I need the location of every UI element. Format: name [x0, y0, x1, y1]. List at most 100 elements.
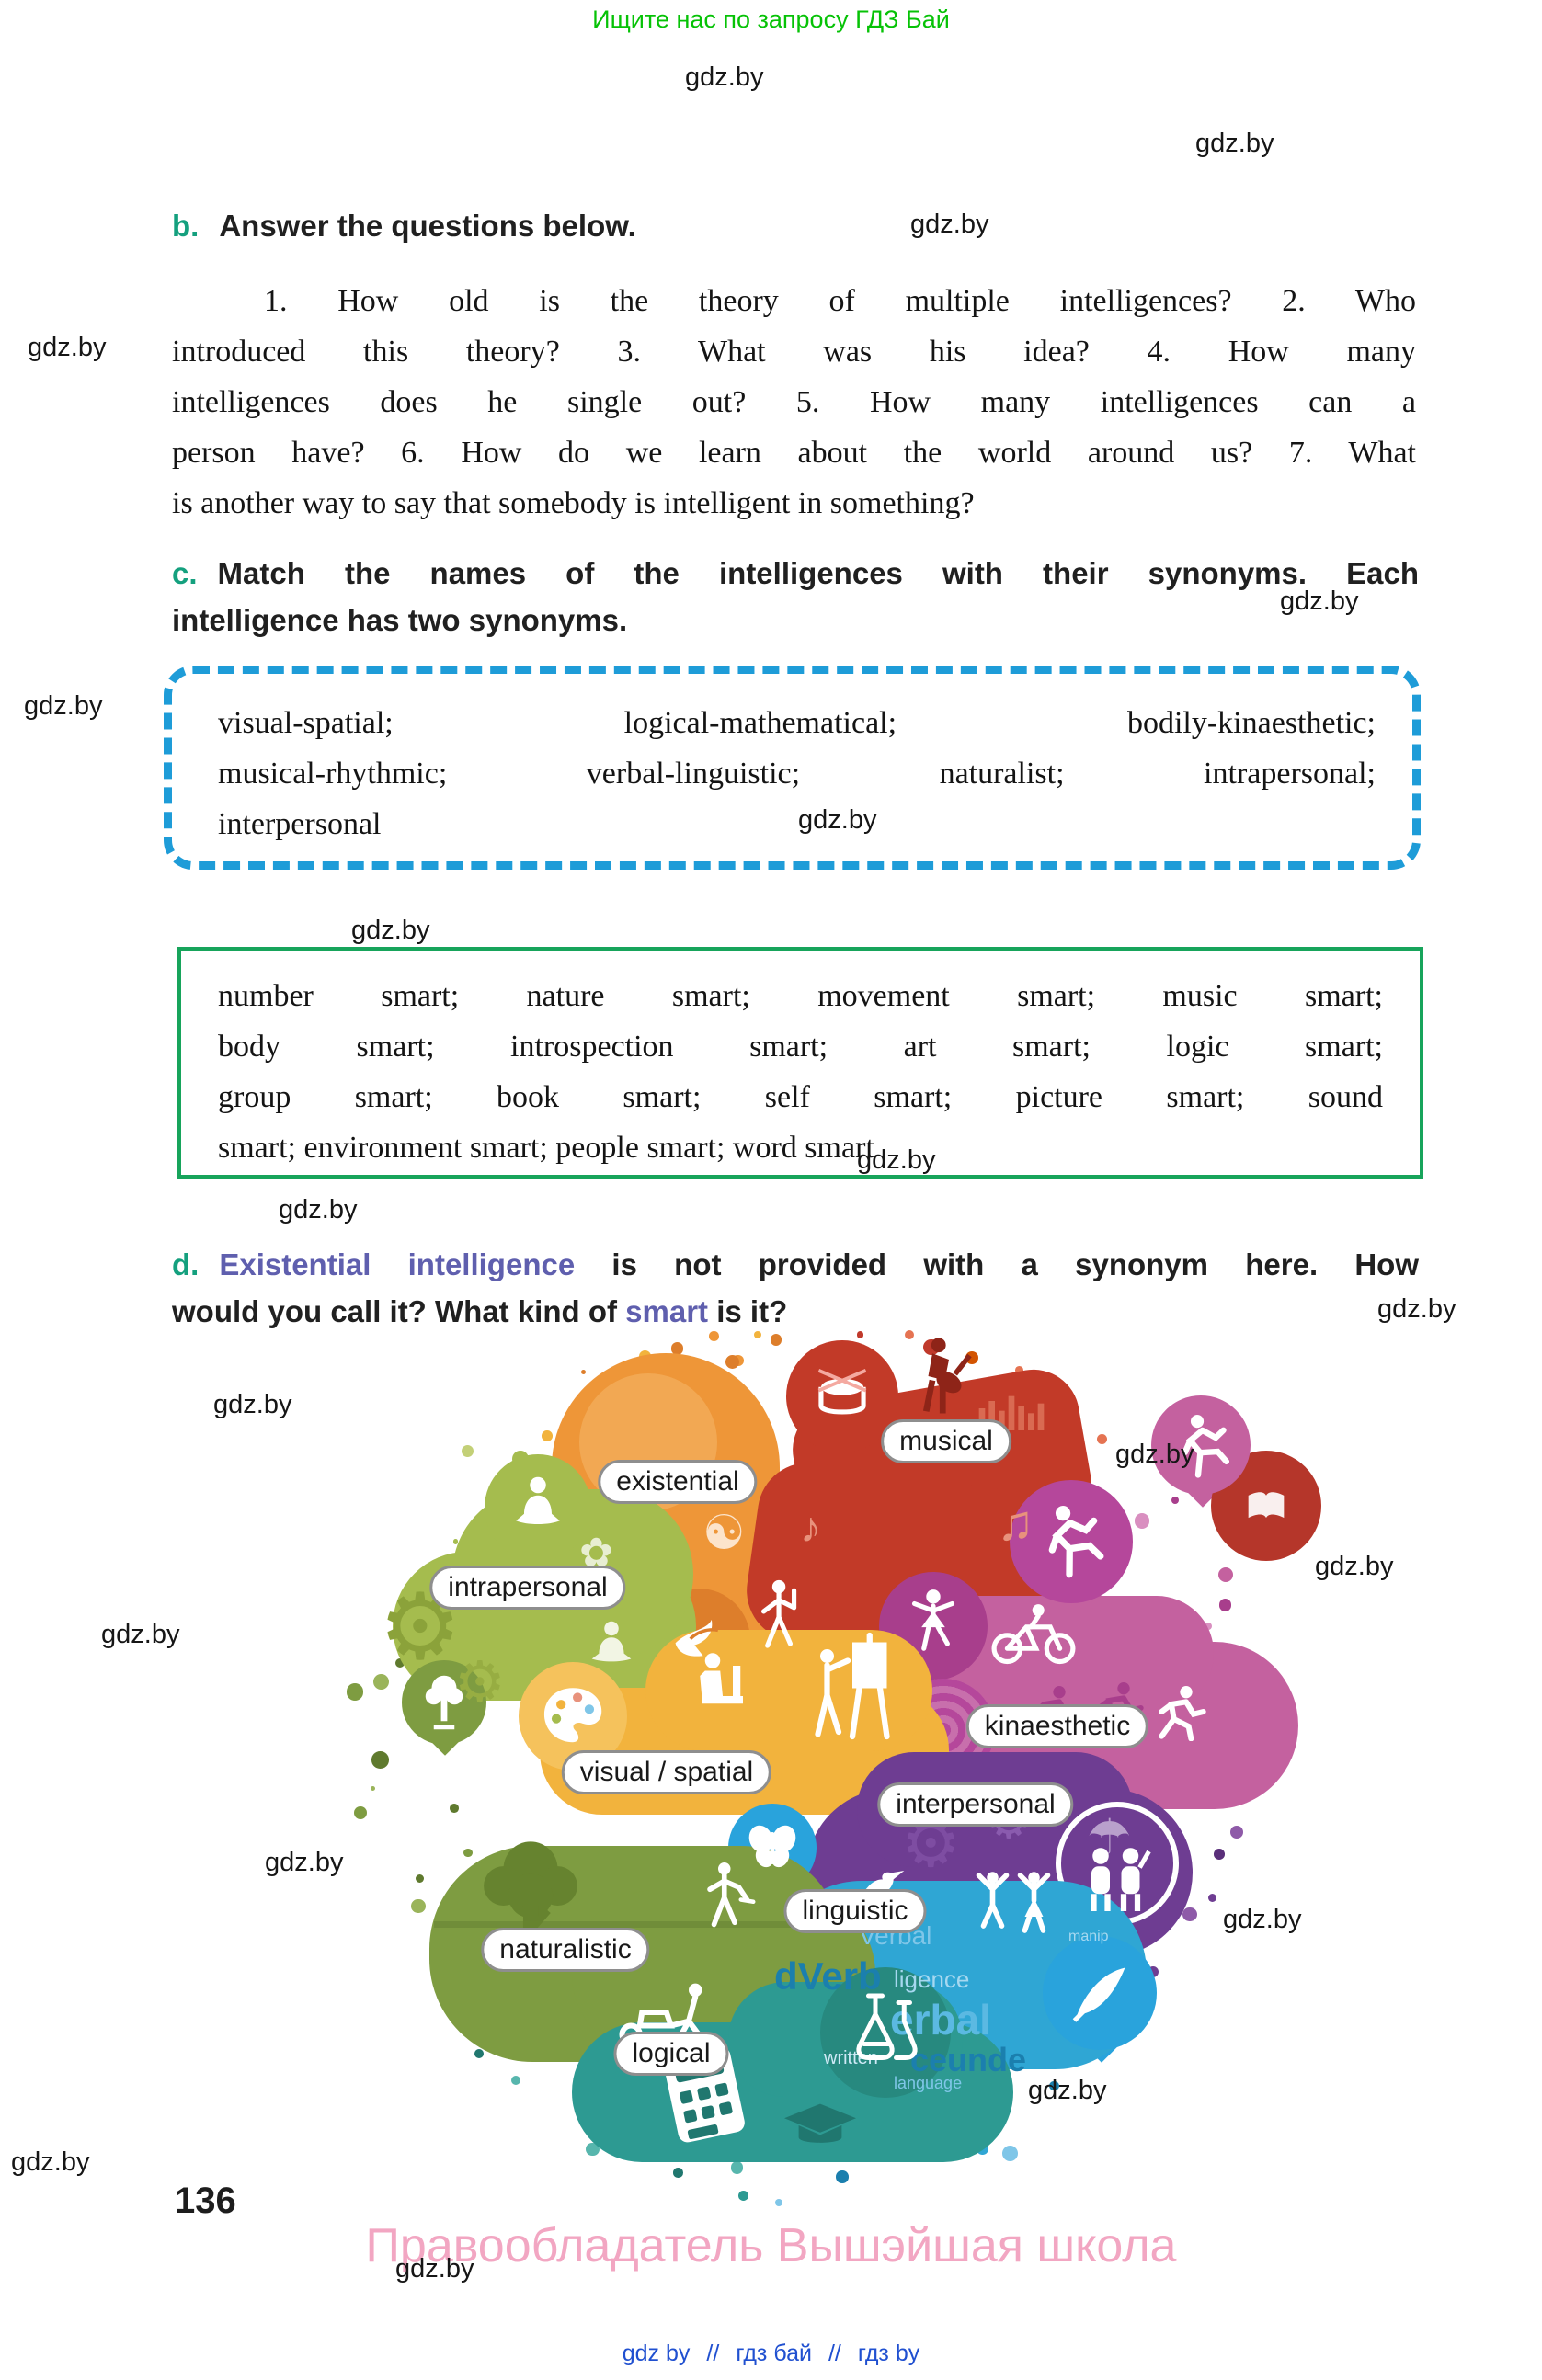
decor-shape	[922, 1379, 946, 1414]
gdzby-watermark: gdz.by	[685, 63, 764, 92]
diagram-label-interpersonal: interpersonal	[877, 1782, 1074, 1827]
wheelbarrow-person-icon	[619, 1983, 705, 2046]
section-d-letter: d.	[172, 1247, 200, 1281]
decor-shape	[798, 2125, 842, 2143]
decor-shape	[921, 1611, 945, 1628]
decor-shape	[1120, 1894, 1141, 1911]
quill-icon	[1072, 1967, 1125, 2022]
wordcloud-word: written	[824, 2048, 878, 2068]
decor-shape	[581, 1369, 587, 1375]
runner-icon	[1159, 1686, 1206, 1741]
diagram-label-visual-spatial: visual / spatial	[561, 1750, 772, 1794]
decor-shape	[1159, 1699, 1206, 1741]
decor-shape	[673, 2168, 684, 2178]
section-b-heading: b. Answer the questions below.	[172, 202, 636, 249]
decor-shape	[1018, 1406, 1024, 1430]
section-c-title-line1: Match the names of the intelligences wit…	[217, 556, 1419, 590]
decor-shape	[551, 1714, 562, 1724]
decor-shape	[689, 1628, 719, 1640]
decor-shape	[815, 1657, 851, 1737]
climber-icon	[1048, 1505, 1104, 1578]
decor-shape	[1180, 1686, 1193, 1699]
decor-shape	[1148, 1965, 1159, 1977]
decor-shape	[1055, 1505, 1071, 1521]
decor-shape	[1072, 2000, 1095, 2022]
wordcloud-word: ligence	[894, 1965, 970, 1993]
diagram-label-naturalistic: naturalistic	[481, 1928, 650, 1972]
intelligence-names-box: visual-spatial; logical-mathematical; bo…	[164, 666, 1421, 870]
ballerina-icon	[911, 1589, 955, 1651]
decor-shape	[926, 1589, 941, 1604]
decor-shape	[543, 1688, 602, 1743]
decor-shape	[1213, 1849, 1225, 1860]
intelligences-diagram: ☯ ✿ existential ♪ ♫ musical ⚙ ⚙	[342, 1322, 1321, 2207]
gdzby-watermark: gdz.by	[11, 2147, 90, 2177]
decor-shape	[849, 1632, 890, 1740]
diagram-label-kinaesthetic: kinaesthetic	[965, 1704, 1149, 1748]
gdzby-watermark: gdz.by	[1028, 2076, 1107, 2105]
section-c-heading-line1: c. Match the names of the intelligences w…	[172, 550, 1419, 597]
decor-shape	[1049, 2080, 1059, 2091]
decor-shape	[1004, 1624, 1063, 1651]
gdzby-watermark: gdz.by	[1377, 1294, 1456, 1324]
gdzby-watermark: gdz.by	[1315, 1552, 1394, 1581]
question-line: person have? 6. How do we learn about th…	[172, 436, 1416, 470]
decor-shape	[730, 2160, 744, 2174]
tree-icon	[484, 1841, 577, 1960]
decor-shape	[818, 1386, 866, 1415]
decor-shape	[1205, 1623, 1213, 1631]
decor-shape	[1044, 1633, 1076, 1665]
decor-shape	[446, 1688, 463, 1705]
decor-shape	[1017, 1873, 1051, 1904]
footer-link-gdz-bai[interactable]: гдз бай	[736, 2340, 812, 2366]
decor-shape	[353, 1805, 367, 1819]
decor-shape	[516, 1495, 560, 1524]
synonyms-line: group smart; book smart; self smart; pic…	[218, 1080, 1383, 1114]
decor-shape	[346, 1683, 364, 1701]
footer-link-gdz-by2[interactable]: гдз by	[857, 2340, 920, 2366]
decor-shape	[836, 2170, 849, 2183]
existential-intelligence-highlight: Existential intelligence	[219, 1247, 576, 1281]
decor-shape	[584, 1704, 595, 1714]
decor-shape	[680, 2090, 693, 2104]
wordcloud-word: ceunde	[910, 2041, 1027, 2078]
diagram-label-musical: musical	[881, 1419, 1011, 1463]
section-d-line2-post: is it?	[708, 1294, 788, 1328]
decor-shape	[784, 2103, 856, 2133]
section-d-line1-rest: is not provided with a synonym here. How	[575, 1247, 1420, 1281]
gdzby-watermark: gdz.by	[910, 210, 989, 239]
decor-shape	[922, 1338, 972, 1414]
decor-shape	[1207, 1894, 1216, 1903]
decor-shape	[1137, 1850, 1151, 1869]
footer-links: gdz by // гдз бай // гдз by	[0, 2340, 1542, 2367]
meditation-icon	[516, 1476, 560, 1524]
decor-shape	[719, 2101, 733, 2115]
footer-link-gdz-by[interactable]: gdz by	[622, 2340, 691, 2366]
smart-highlight: smart	[625, 1294, 709, 1328]
decor-shape	[738, 2191, 749, 2202]
decor-shape	[604, 1621, 619, 1636]
decor-shape	[1182, 1907, 1197, 1921]
music-note-icon: ♪	[800, 1503, 821, 1551]
decor-shape	[1028, 1613, 1041, 1630]
drum-icon	[817, 1369, 867, 1415]
decor-shape	[394, 1657, 405, 1668]
decor-shape	[1092, 1848, 1109, 1864]
decor-shape	[1190, 1415, 1205, 1429]
gdzby-watermark: gdz.by	[1195, 129, 1274, 158]
section-b-title: Answer the questions below.	[219, 209, 636, 243]
decor-shape	[1048, 1517, 1104, 1578]
decor-shape	[687, 2124, 719, 2140]
decor-shape	[697, 2086, 712, 2101]
decor-shape	[770, 1832, 775, 1864]
decor-shape	[976, 1873, 1010, 1929]
decor-shape	[1010, 1480, 1133, 1603]
decor-shape	[1028, 1872, 1040, 1884]
small-tree-icon	[425, 1675, 463, 1730]
decor-shape	[707, 1872, 750, 1928]
decor-shape	[714, 2082, 729, 2097]
decor-shape	[856, 1993, 895, 2060]
decor-shape	[415, 1873, 425, 1884]
decor-shape	[755, 1847, 773, 1868]
